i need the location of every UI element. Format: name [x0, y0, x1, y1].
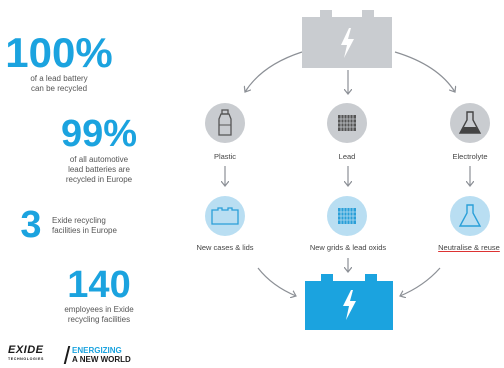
reuse-node	[450, 196, 490, 236]
flask-icon	[458, 111, 482, 134]
lead-node	[327, 103, 367, 143]
electrolyte-label: Electrolyte	[452, 152, 488, 161]
old-battery-icon	[302, 8, 392, 68]
brand-tagline: ENERGIZING A NEW WORLD	[72, 346, 131, 364]
stat-line: recycling facilities	[67, 315, 131, 324]
lead-label: Lead	[338, 152, 356, 161]
stat-line: of all automotive	[69, 155, 129, 164]
stat-number: 140	[67, 264, 131, 306]
grids-label: New grids & lead oxids	[309, 243, 387, 252]
tagline-line: ENERGIZING	[72, 346, 122, 355]
logo-wordmark: EXIDE	[8, 344, 44, 356]
arrow-to-plastic	[245, 51, 303, 92]
lead-grid-icon	[338, 115, 356, 131]
new-grid-icon	[338, 208, 356, 224]
stat-line: of a lead battery	[30, 74, 88, 83]
battery-case-icon	[211, 207, 239, 225]
grids-node	[327, 196, 367, 236]
plastic-node	[205, 103, 245, 143]
plastic-label: Plastic	[213, 152, 237, 161]
arrow-to-electrolyte	[394, 51, 455, 92]
stat-text: of all automotive lead batteries are rec…	[40, 155, 158, 185]
stat-number: 100%	[5, 29, 113, 76]
bottle-icon	[218, 109, 232, 136]
cases-label: New cases & lids	[196, 243, 254, 252]
stat-text: of a lead battery can be recycled	[0, 74, 118, 94]
exide-logo: EXIDE TECHNOLOGIES	[8, 345, 62, 365]
stat-line: employees in Exide	[64, 305, 134, 314]
new-battery-icon	[305, 272, 393, 330]
stat-line: lead batteries are	[68, 165, 130, 174]
tagline-line: A NEW WORLD	[72, 355, 131, 364]
stat-number: 99%	[60, 113, 138, 155]
arrow-cases-to-new	[257, 267, 296, 296]
electrolyte-node	[450, 103, 490, 143]
cases-node	[205, 196, 245, 236]
reuse-label: Neutralise & reuse	[434, 243, 504, 252]
arrow-reuse-to-new	[400, 267, 441, 296]
stat-line: can be recycled	[30, 84, 88, 93]
reuse-label-text: Neutralise & reuse	[438, 243, 500, 252]
stat-number: 3	[20, 204, 42, 246]
stat-line: Exide recycling	[52, 216, 106, 225]
stat-line: recycled in Europe	[65, 175, 133, 184]
stat-text: Exide recycling facilities in Europe	[52, 216, 142, 236]
logo-subtext: TECHNOLOGIES	[8, 357, 44, 361]
stat-text: employees in Exide recycling facilities	[40, 305, 158, 325]
stat-line: facilities in Europe	[52, 226, 117, 235]
flask-reuse-icon	[458, 204, 482, 227]
